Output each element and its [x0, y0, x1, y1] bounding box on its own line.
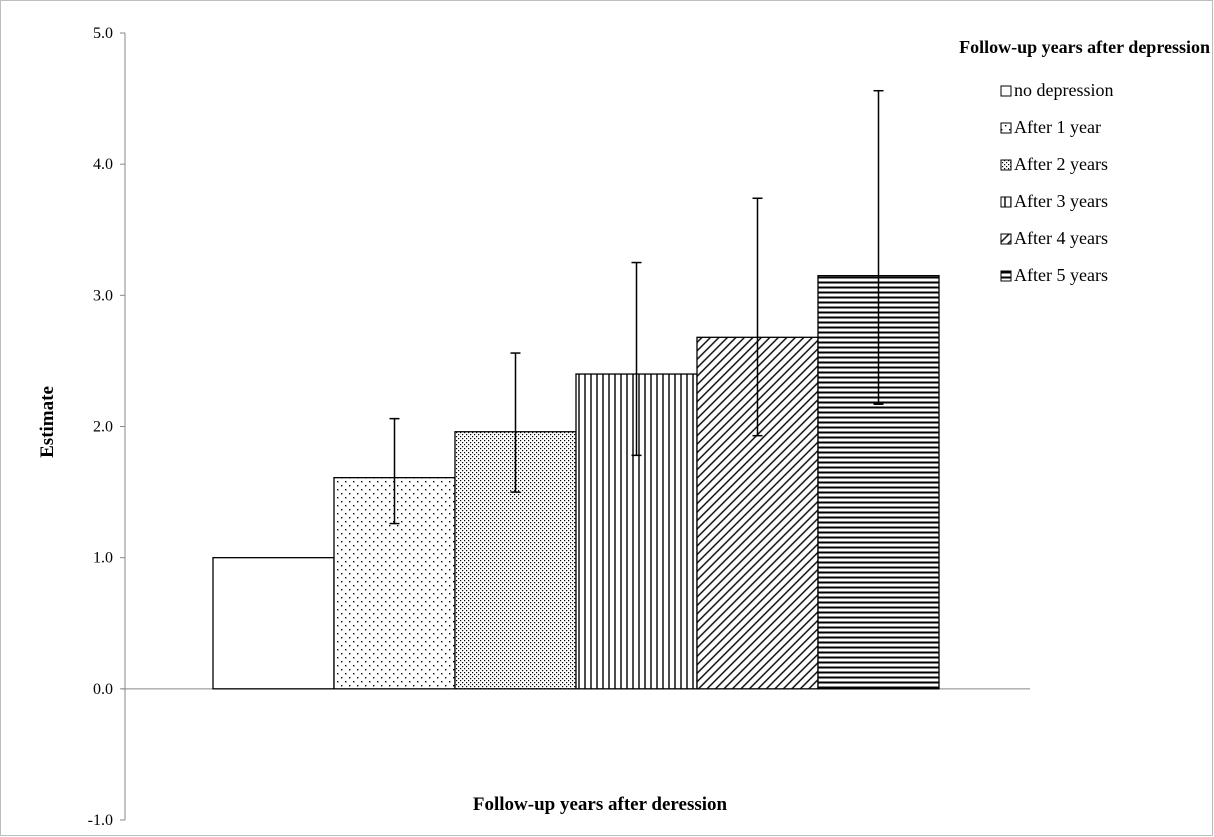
error-bars	[389, 89, 884, 525]
legend-label: no depression	[1014, 80, 1113, 100]
legend-label: After 3 years	[1014, 191, 1108, 211]
error-bar-after-3-years	[631, 261, 642, 457]
legend-swatch	[1000, 159, 1012, 171]
legend-swatch	[1000, 122, 1012, 134]
error-bar-after-2-years	[510, 352, 521, 493]
y-tick-label: 1.0	[93, 550, 113, 567]
legend-label: After 4 years	[1014, 228, 1108, 248]
legend-label: After 2 years	[1014, 154, 1108, 174]
bars	[212, 275, 940, 690]
y-tick-label: 5.0	[93, 25, 113, 42]
y-tick-label: 0.0	[93, 681, 113, 698]
legend-item-after-3-years: After 3 years	[1000, 191, 1108, 211]
legend-swatch	[1000, 270, 1012, 282]
legend: Follow-up years after depression no depr…	[959, 37, 1210, 285]
y-axis-title: Estimate	[37, 386, 58, 458]
legend-items: no depression After 1 year After 2 years Af…	[1000, 80, 1113, 285]
y-tick-label: 4.0	[93, 156, 113, 173]
y-tick-label: 2.0	[93, 419, 113, 436]
x-axis-title: Follow-up years after deression	[473, 794, 728, 815]
legend-item-after-4-years: After 4 years	[1000, 228, 1108, 248]
legend-swatch	[1000, 196, 1012, 208]
bar-no-depression	[212, 557, 335, 690]
legend-item-after-1-year: After 1 year	[1000, 117, 1101, 137]
legend-item-after-2-years: After 2 years	[1000, 154, 1108, 174]
legend-item-after-5-years: After 5 years	[1000, 265, 1108, 285]
legend-title: Follow-up years after depression	[959, 37, 1210, 57]
y-tick-label: -1.0	[88, 812, 113, 829]
y-tick-label: 3.0	[93, 287, 113, 304]
legend-swatch	[1000, 233, 1012, 245]
error-bar-after-1-year	[389, 417, 400, 525]
legend-label: After 5 years	[1014, 265, 1108, 285]
legend-item-no-depression: no depression	[1000, 80, 1113, 100]
error-bar-after-4-years	[752, 197, 763, 437]
legend-label: After 1 year	[1014, 117, 1101, 137]
legend-swatch	[1000, 85, 1012, 97]
error-bar-after-5-years	[873, 89, 884, 405]
y-ticks: 5.0 4.0 3.0 2.0 1.0 0.0 -1.0	[88, 25, 125, 829]
